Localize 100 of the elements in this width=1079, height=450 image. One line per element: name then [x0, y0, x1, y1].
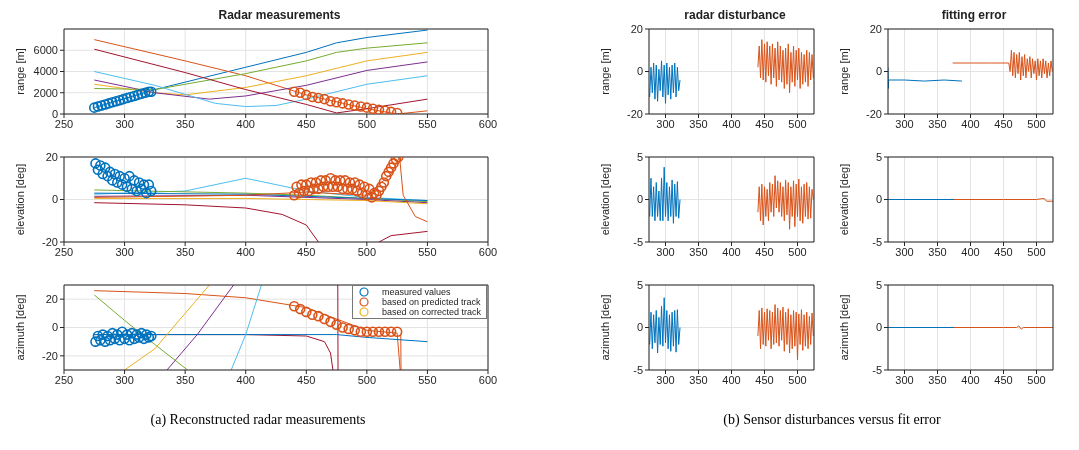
x-tick-label: 350	[175, 245, 195, 258]
y-tick-label: 0	[636, 65, 643, 78]
y-tick-label: -5	[872, 235, 882, 248]
x-tick-label: 400	[236, 245, 255, 258]
chart-title: radar disturbance	[684, 8, 786, 22]
point	[322, 181, 334, 193]
x-tick-label: 350	[928, 117, 947, 130]
point	[107, 175, 118, 186]
point	[300, 179, 312, 190]
point	[342, 183, 353, 195]
point	[138, 333, 150, 345]
point	[356, 187, 368, 199]
point	[90, 336, 101, 347]
y-tick-label: 20	[45, 293, 58, 306]
point	[343, 99, 354, 110]
point	[376, 181, 387, 193]
point	[133, 177, 145, 188]
x-tick-label: 400	[961, 373, 980, 386]
y-tick-label: 0	[51, 193, 58, 206]
point	[373, 104, 385, 114]
point	[109, 168, 121, 180]
y-tick-label: 0	[51, 107, 58, 120]
point	[114, 94, 126, 106]
point	[121, 329, 133, 340]
point	[126, 183, 138, 195]
point	[104, 334, 116, 346]
point	[92, 330, 104, 342]
point	[92, 164, 104, 176]
y-axis-title: range [m]	[14, 48, 26, 95]
line-series	[124, 285, 210, 370]
line-series	[649, 166, 681, 224]
point	[136, 183, 147, 195]
point	[97, 168, 109, 180]
x-tick-label: 450	[297, 117, 316, 130]
point	[131, 185, 142, 197]
line-series	[93, 51, 428, 96]
legend-label: based on predicted track	[381, 297, 481, 307]
point	[351, 185, 363, 197]
point	[327, 181, 339, 193]
point	[97, 329, 109, 340]
y-axis-title: azimuth [deg]	[14, 294, 26, 361]
point	[296, 179, 307, 190]
point	[337, 98, 348, 109]
point	[119, 172, 130, 184]
point	[380, 170, 392, 182]
point	[355, 326, 367, 338]
point	[373, 185, 385, 197]
x-tick-label: 350	[689, 245, 708, 258]
point	[136, 88, 147, 100]
line-series	[93, 61, 428, 100]
x-tick-label: 350	[175, 117, 195, 130]
point	[363, 183, 375, 195]
y-tick-label: 0	[875, 65, 882, 78]
point	[124, 170, 135, 182]
y-axis-title: elevation [deg]	[599, 163, 611, 236]
y-axis-title: elevation [deg]	[14, 163, 26, 236]
x-tick-label: 400	[722, 373, 741, 386]
x-tick-label: 300	[656, 245, 675, 258]
point	[313, 92, 324, 104]
point	[145, 185, 157, 197]
point	[303, 185, 315, 197]
point	[319, 313, 330, 325]
point	[294, 87, 306, 99]
x-tick-label: 250	[54, 373, 74, 386]
y-axis-title: azimuth [deg]	[838, 294, 850, 361]
point	[361, 326, 373, 338]
point	[102, 170, 113, 182]
point	[307, 91, 318, 103]
point	[288, 86, 300, 97]
x-tick-label: 500	[788, 117, 807, 130]
x-tick-label: 350	[689, 117, 708, 130]
point	[330, 175, 341, 186]
point	[354, 179, 365, 190]
point	[385, 326, 397, 338]
y-tick-label: 0	[636, 193, 643, 206]
x-tick-label: 500	[357, 245, 377, 258]
x-tick-label: 400	[236, 373, 255, 386]
y-axis-title: azimuth [deg]	[599, 294, 611, 361]
y-tick-label: 5	[875, 150, 882, 163]
y-tick-label: 5	[636, 278, 643, 291]
point	[121, 92, 133, 104]
point	[300, 306, 312, 318]
x-tick-label: 400	[961, 117, 980, 130]
point	[373, 326, 385, 338]
y-tick-label: 4000	[33, 65, 58, 78]
y-tick-label: 20	[45, 150, 58, 163]
point	[310, 177, 322, 188]
point	[107, 97, 118, 108]
point	[102, 330, 113, 342]
x-tick-label: 450	[994, 245, 1013, 258]
point	[367, 103, 379, 114]
point	[313, 310, 324, 322]
x-tick-label: 500	[788, 245, 807, 258]
y-axis-title: elevation [deg]	[838, 163, 850, 236]
point	[344, 177, 356, 188]
point	[109, 333, 121, 345]
x-tick-label: 500	[1027, 373, 1046, 386]
point	[119, 333, 130, 345]
point	[325, 95, 336, 107]
x-tick-label: 300	[656, 117, 675, 130]
